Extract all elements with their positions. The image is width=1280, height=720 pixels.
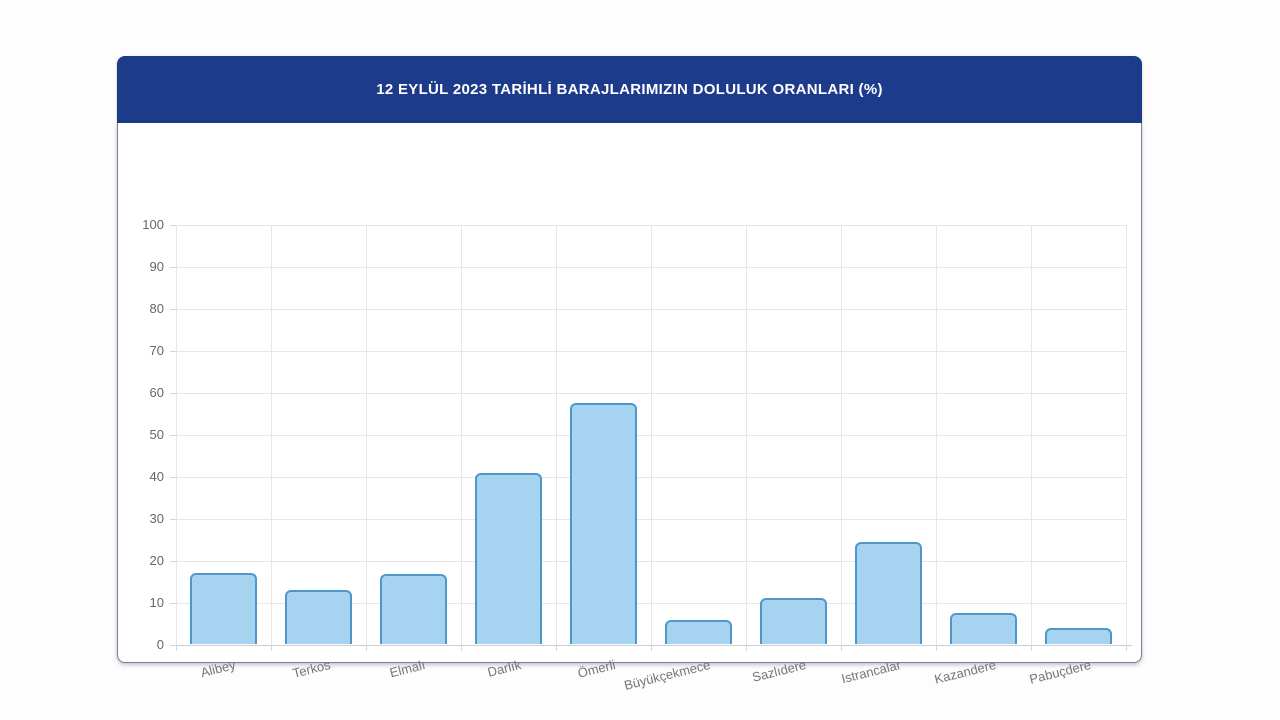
y-tick-mark [170, 519, 176, 520]
plot-area: 0 10 20 30 40 50 60 70 80 90 100 Alibey Terkos Elmalı… [142, 217, 1132, 693]
y-tick-label: 70 [149, 343, 164, 358]
x-tick-label: Büyükçekmece [622, 657, 713, 693]
y-tick-label: 60 [149, 385, 164, 400]
dam-occupancy-chart-card: 12 EYLÜL 2023 TARİHLİ BARAJLARIMIZIN DOL… [117, 56, 1142, 693]
x-gridline [461, 225, 462, 645]
x-gridline [936, 225, 937, 645]
y-tick-label: 90 [149, 259, 164, 274]
y-tick-label: 100 [142, 217, 164, 232]
x-tick-mark [1126, 645, 1127, 651]
x-tick-mark [1031, 645, 1032, 651]
y-tick-label: 40 [149, 469, 164, 484]
y-tick-mark [170, 477, 176, 478]
y-tick-mark [170, 309, 176, 310]
x-gridline [746, 225, 747, 645]
y-tick-label: 0 [156, 637, 164, 652]
x-gridline [1126, 225, 1127, 645]
bar-kazandere[interactable] [950, 612, 1017, 644]
y-tick-mark [170, 351, 176, 352]
y-tick-label: 20 [149, 553, 164, 568]
bar-pabuçdere[interactable] [1045, 627, 1112, 644]
x-tick-mark [556, 645, 557, 651]
bar-büyükçekmece[interactable] [665, 620, 732, 644]
bar-darlık[interactable] [475, 473, 542, 644]
y-tick-mark [170, 645, 176, 646]
y-tick-mark [170, 267, 176, 268]
x-tick-label: Sazlıdere [750, 657, 808, 685]
y-tick-label: 50 [149, 427, 164, 442]
bar-elmalı[interactable] [380, 573, 447, 644]
y-tick-mark [170, 603, 176, 604]
chart-title: 12 EYLÜL 2023 TARİHLİ BARAJLARIMIZIN DOL… [376, 81, 883, 98]
y-tick-mark [170, 225, 176, 226]
x-tick-mark [746, 645, 747, 651]
x-tick-label: Terkos [291, 657, 333, 681]
x-tick-mark [936, 645, 937, 651]
x-tick-label: Alibey [199, 657, 238, 681]
x-tick-mark [841, 645, 842, 651]
y-tick-label: 10 [149, 595, 164, 610]
x-tick-mark [461, 645, 462, 651]
bar-istrancalar[interactable] [855, 541, 922, 644]
x-tick-label: Ömerli [576, 657, 618, 681]
x-tick-mark [366, 645, 367, 651]
chart-canvas: 0 10 20 30 40 50 60 70 80 90 100 Alibey Terkos Elmalı… [117, 123, 1142, 693]
y-tick-mark [170, 561, 176, 562]
y-tick-mark [170, 393, 176, 394]
x-tick-label: Pabuçdere [1027, 657, 1093, 687]
x-gridline [366, 225, 367, 645]
x-tick-label: Darlık [485, 657, 523, 680]
y-tick-mark [170, 435, 176, 436]
x-gridline [841, 225, 842, 645]
x-tick-label: Istrancalar [839, 657, 903, 687]
bar-sazlıdere[interactable] [760, 597, 827, 644]
x-gridline [271, 225, 272, 645]
bar-ömerli[interactable] [570, 402, 637, 644]
x-tick-mark [176, 645, 177, 651]
chart-header-banner: 12 EYLÜL 2023 TARİHLİ BARAJLARIMIZIN DOL… [117, 56, 1142, 123]
bar-terkos[interactable] [285, 590, 352, 644]
x-tick-label: Elmalı [388, 657, 428, 681]
x-tick-mark [651, 645, 652, 651]
x-tick-label: Kazandere [932, 657, 998, 687]
y-tick-label: 80 [149, 301, 164, 316]
y-tick-label: 30 [149, 511, 164, 526]
bar-alibey[interactable] [190, 572, 257, 644]
x-gridline [1031, 225, 1032, 645]
x-gridline [651, 225, 652, 645]
x-gridline [556, 225, 557, 645]
x-tick-mark [271, 645, 272, 651]
y-axis-line [176, 225, 177, 645]
